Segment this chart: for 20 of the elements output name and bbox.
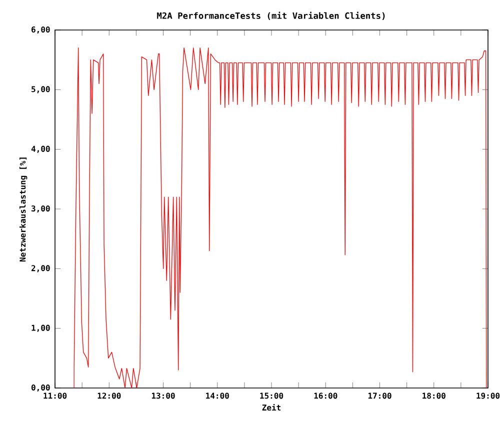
y-tick-label: 3,00 xyxy=(32,205,50,213)
x-tick-label: 18:00 xyxy=(422,392,446,399)
x-tick-label: 16:00 xyxy=(314,392,338,399)
x-tick-label: 15:00 xyxy=(260,392,284,399)
y-tick-label: 2,00 xyxy=(31,265,50,272)
chart-title: M2A PerformanceTests (mit Variablen Clients) xyxy=(157,12,385,20)
y-axis-title: Netzwerkauslastung [%] xyxy=(19,158,28,262)
x-tick-label: 13:00 xyxy=(152,392,175,399)
x-tick-label: 14:00 xyxy=(206,392,229,399)
y-tick-label: 4,00 xyxy=(31,146,50,153)
y-tick-label: 0,00 xyxy=(32,384,50,392)
x-tick-label: 17:00 xyxy=(368,392,392,399)
y-tick-label: 1,00 xyxy=(32,324,50,332)
x-axis-title: Zeit xyxy=(262,404,281,411)
line-series xyxy=(74,48,487,388)
x-tick-label: 11:00 xyxy=(44,392,67,399)
x-tick-label: 19:00 xyxy=(476,392,500,399)
x-tick-label: 12:00 xyxy=(98,392,121,399)
y-tick-label: 6,00 xyxy=(32,26,50,34)
y-tick-label: 5,00 xyxy=(32,86,50,94)
